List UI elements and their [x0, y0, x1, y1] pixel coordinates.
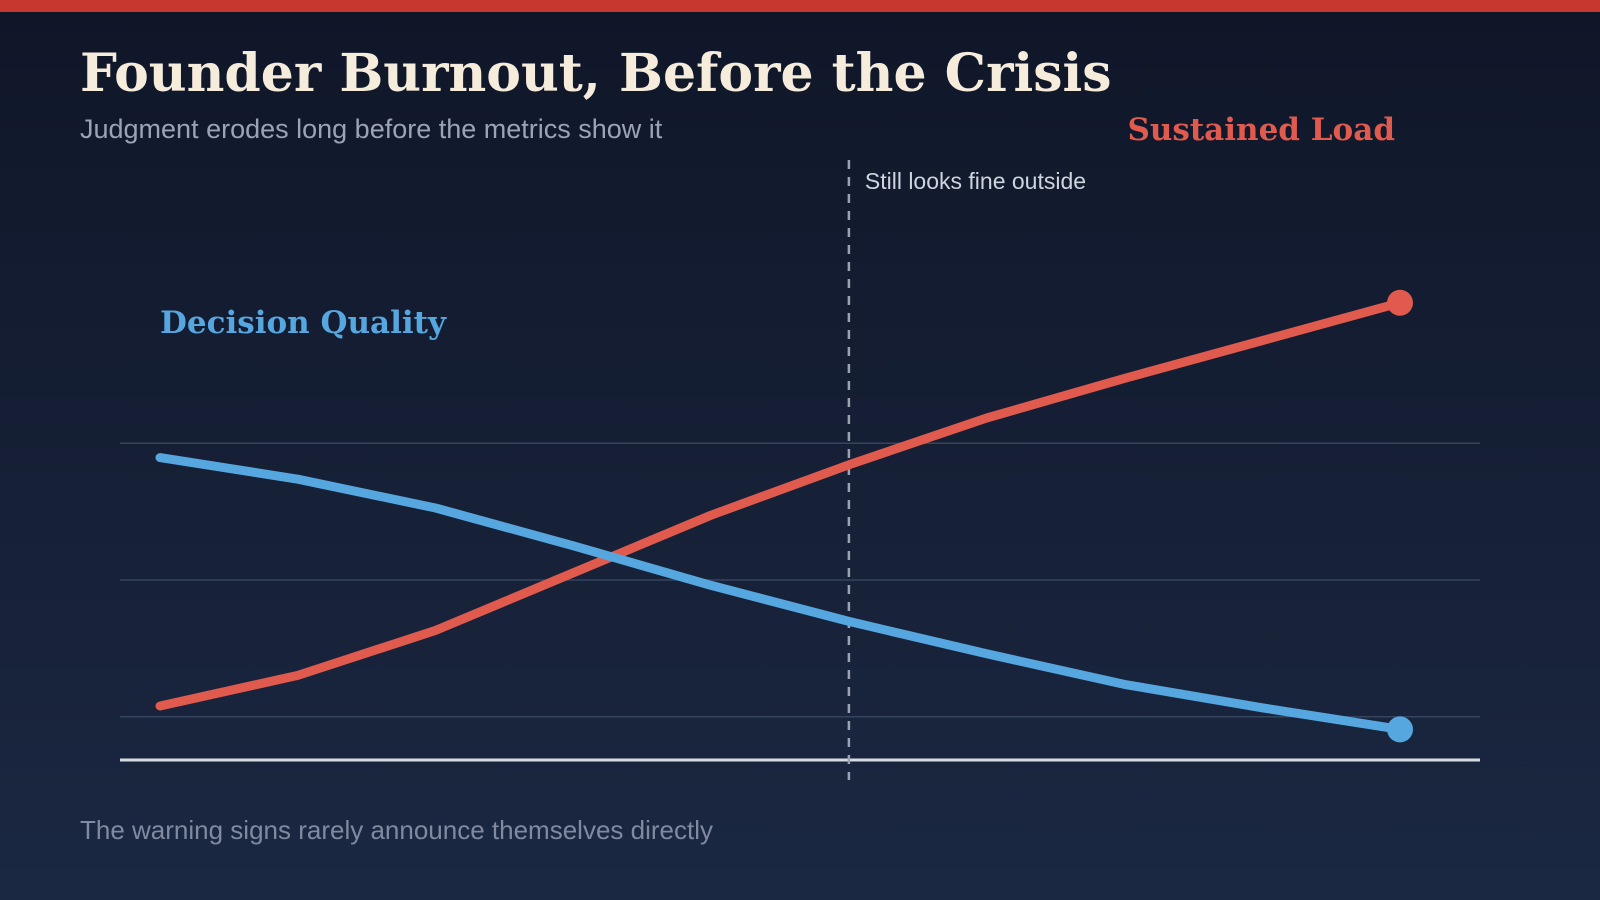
accent-top-bar [0, 0, 1600, 12]
chart-subtitle: Judgment erodes long before the metrics … [80, 114, 663, 144]
annotation-group: Still looks fine outside [847, 160, 1086, 780]
end-marker-decision-quality [1387, 716, 1413, 743]
series-line-sustained-load [155, 298, 1405, 711]
series-label-decision-quality: Decision Quality [160, 305, 447, 341]
series-label-sustained-load: Sustained Load [1127, 112, 1395, 148]
footer-note: The warning signs rarely announce themse… [80, 815, 713, 845]
end-marker-sustained-load [1387, 289, 1413, 316]
gridlines [120, 442, 1480, 718]
annotation-label: Still looks fine outside [865, 168, 1086, 194]
series-line-decision-quality [155, 453, 1405, 734]
chart-title: Founder Burnout, Before the Crisis [80, 43, 1112, 104]
series-group [155, 289, 1413, 743]
